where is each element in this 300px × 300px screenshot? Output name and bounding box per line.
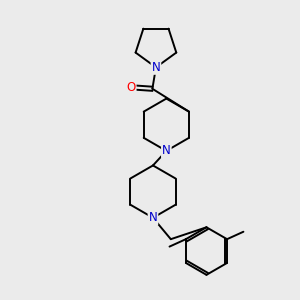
Text: N: N — [148, 211, 157, 224]
Text: N: N — [152, 61, 160, 74]
Text: N: N — [162, 144, 171, 158]
Text: O: O — [126, 81, 136, 94]
